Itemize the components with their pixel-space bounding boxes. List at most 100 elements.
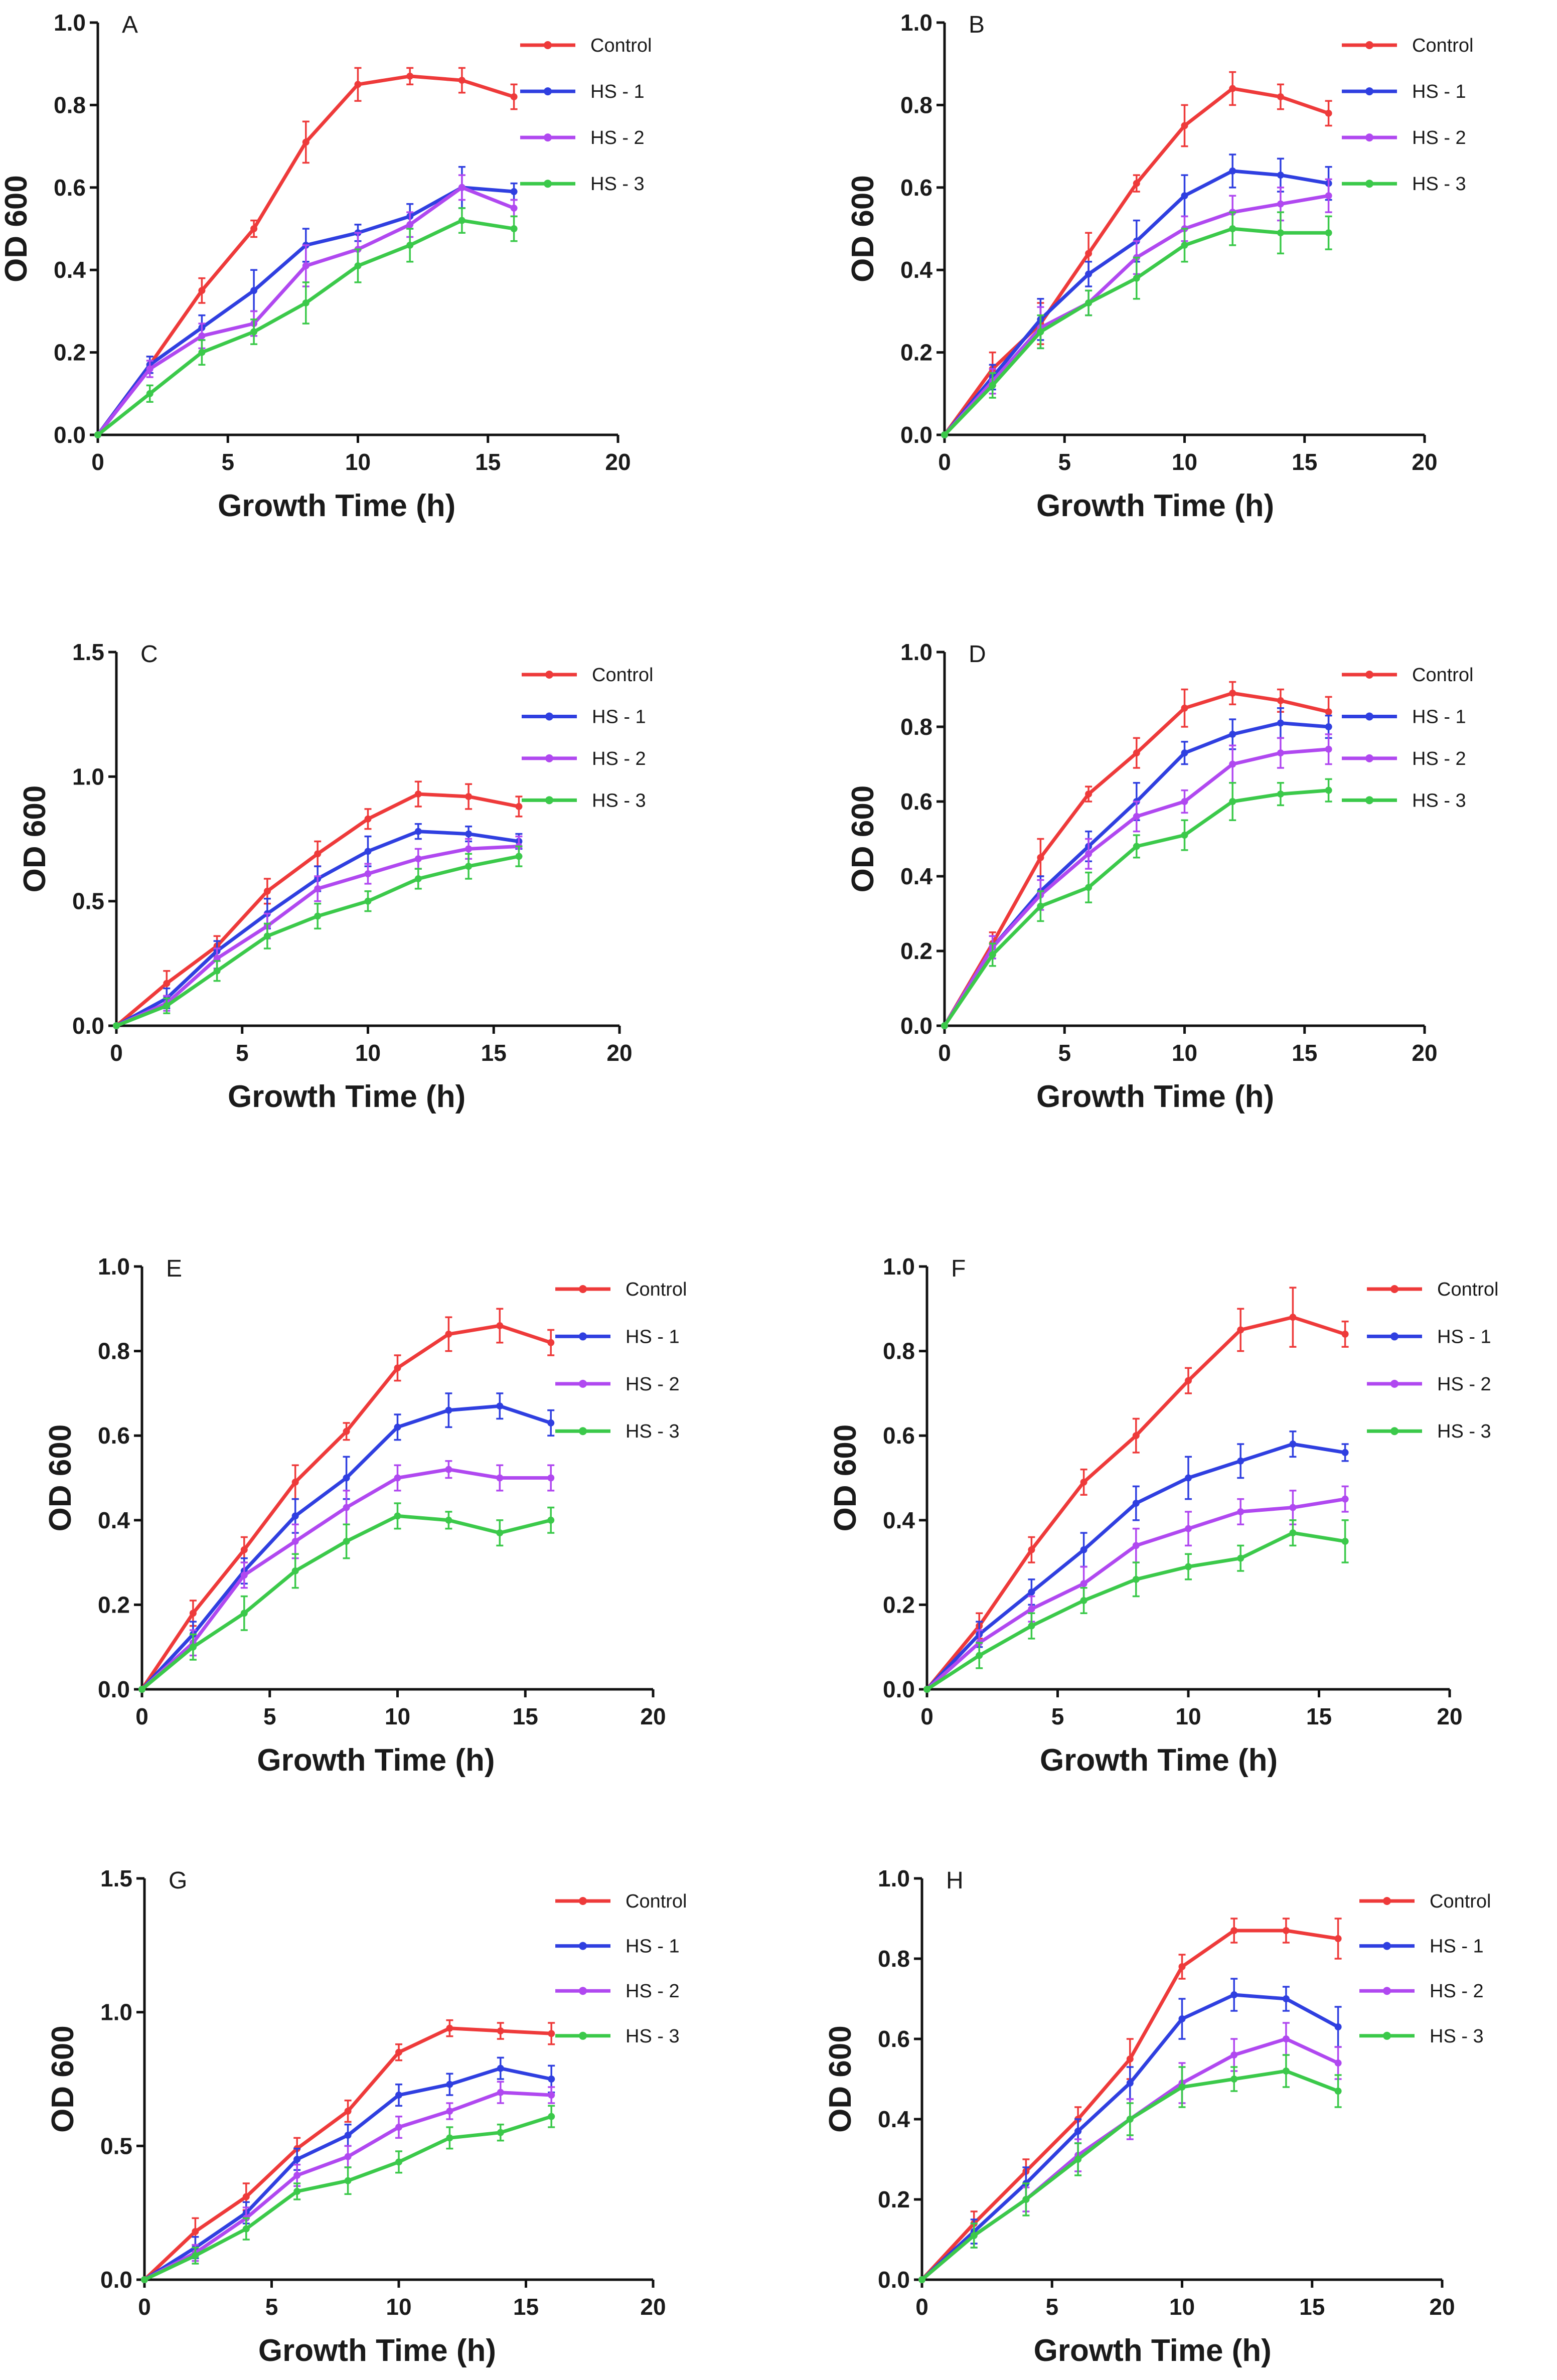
data-point <box>1132 1432 1140 1440</box>
data-point <box>941 431 948 438</box>
legend-label: HS - 2 <box>626 1981 680 2002</box>
y-tick-label: 1.0 <box>878 1865 910 1891</box>
data-point <box>989 382 996 389</box>
x-axis-title: Growth Time (h) <box>228 1079 465 1114</box>
data-point <box>146 365 153 373</box>
data-point <box>354 81 362 88</box>
legend-marker <box>1365 712 1373 721</box>
legend-marker <box>1383 1987 1391 1995</box>
data-point <box>343 1474 350 1482</box>
data-point <box>198 332 206 340</box>
x-tick-label: 5 <box>236 1040 249 1066</box>
series-hs-3 <box>113 845 523 1029</box>
legend-marker <box>1383 2031 1391 2040</box>
legend-marker <box>1365 671 1373 679</box>
data-point <box>1282 1995 1290 2002</box>
data-point <box>344 2132 352 2139</box>
y-tick-label: 1.0 <box>900 639 932 665</box>
data-point <box>406 241 414 249</box>
data-point <box>1325 708 1332 716</box>
data-point <box>1277 93 1284 100</box>
y-axis-title: OD 600 <box>846 785 880 893</box>
y-tick-label: 1.0 <box>98 1253 130 1280</box>
x-tick-label: 15 <box>1306 1703 1332 1729</box>
legend-label: HS - 3 <box>1412 174 1466 195</box>
legend-label: HS - 2 <box>1430 1981 1484 2002</box>
data-point <box>497 2089 504 2096</box>
data-point <box>302 262 309 269</box>
data-point <box>291 1537 299 1545</box>
data-point <box>94 431 101 438</box>
x-tick-label: 0 <box>110 1040 123 1066</box>
legend-label: Control <box>1430 1891 1491 1912</box>
data-point <box>291 1512 299 1520</box>
x-tick-label: 5 <box>1051 1703 1064 1729</box>
legend-marker <box>544 41 552 49</box>
data-point <box>1181 122 1188 129</box>
y-axis-title: OD 600 <box>0 175 34 282</box>
data-point <box>1229 730 1236 738</box>
data-point <box>1325 109 1332 117</box>
legend-label: HS - 1 <box>626 1326 680 1347</box>
y-tick-label: 0.2 <box>54 340 86 366</box>
y-tick-label: 0.8 <box>900 714 932 740</box>
panel-letter: G <box>169 1867 187 1894</box>
legend-marker <box>1365 754 1373 762</box>
data-point <box>113 1022 120 1029</box>
data-point <box>1178 2084 1186 2091</box>
legend-label: HS - 2 <box>590 127 645 148</box>
y-tick-label: 0.8 <box>98 1338 130 1364</box>
panel-letter: A <box>122 12 138 38</box>
data-point <box>547 1419 555 1426</box>
data-point <box>1181 241 1188 249</box>
data-point <box>1181 704 1188 712</box>
legend-label: HS - 1 <box>592 706 646 727</box>
data-point <box>364 815 372 823</box>
data-point <box>1325 192 1332 200</box>
data-point <box>1237 1457 1244 1465</box>
legend-marker <box>545 754 553 762</box>
data-point <box>240 1571 248 1579</box>
y-tick-label: 0.0 <box>883 1676 915 1702</box>
data-point <box>1334 2059 1342 2067</box>
data-point <box>1185 1525 1192 1532</box>
data-point <box>445 1516 452 1524</box>
x-tick-label: 20 <box>1429 2294 1455 2320</box>
data-point <box>1230 1991 1238 1998</box>
legend-marker <box>544 87 552 96</box>
series-hs-3 <box>941 211 1332 438</box>
data-point <box>515 853 523 860</box>
legend: Control HS - 1 HS - 2 HS - 3 <box>555 1891 687 2047</box>
x-tick-label: 15 <box>1292 449 1317 475</box>
series-hs-2 <box>941 733 1332 1029</box>
data-point <box>343 1504 350 1511</box>
data-point <box>1277 749 1284 757</box>
x-tick-label: 10 <box>1172 1040 1197 1066</box>
y-tick-label: 0.8 <box>900 92 932 118</box>
data-point <box>1181 192 1188 200</box>
panel-letter: D <box>969 641 986 668</box>
legend-marker <box>579 1379 587 1388</box>
legend-marker <box>579 2031 587 2040</box>
legend-label: HS - 1 <box>590 81 645 102</box>
x-tick-label: 5 <box>1058 1040 1071 1066</box>
data-point <box>1028 1605 1035 1613</box>
legend-marker <box>545 712 553 721</box>
data-point <box>1022 2196 1030 2203</box>
data-point <box>395 2124 402 2131</box>
data-point <box>1126 2055 1134 2062</box>
data-point <box>291 1567 299 1574</box>
series-hs-2 <box>138 1460 555 1693</box>
y-axis-title: OD 600 <box>846 175 880 282</box>
x-tick-label: 10 <box>1169 2294 1195 2320</box>
legend-marker <box>1365 796 1373 805</box>
legend-label: HS - 2 <box>1437 1374 1491 1395</box>
x-tick-label: 0 <box>938 1040 951 1066</box>
x-axis-title: Growth Time (h) <box>258 2333 496 2368</box>
data-point <box>1080 1597 1087 1604</box>
data-point <box>1133 180 1140 187</box>
x-axis-title: Growth Time (h) <box>1036 1079 1274 1114</box>
data-point <box>445 1406 452 1414</box>
data-point <box>1325 723 1332 730</box>
